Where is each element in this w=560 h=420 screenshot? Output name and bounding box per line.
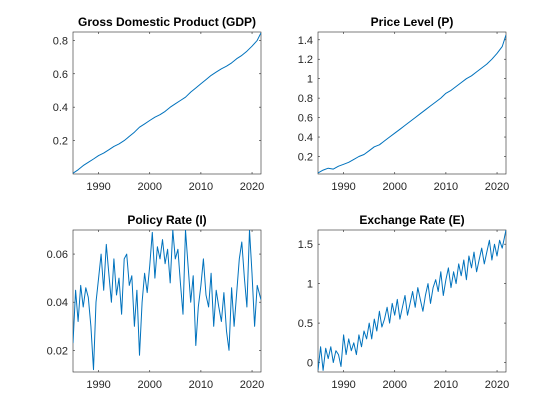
axes-box — [317, 229, 507, 373]
x-tick-label: 2020 — [485, 379, 509, 391]
x-tick-label: 1990 — [86, 379, 110, 391]
x-tick-label: 1990 — [331, 181, 355, 193]
y-tick-label: 1.4 — [298, 35, 313, 47]
series-line — [73, 230, 261, 371]
x-tick-label: 2000 — [137, 181, 161, 193]
y-tick-label: 1 — [307, 74, 313, 86]
chart-title: Price Level (P) — [371, 15, 454, 29]
series-line — [318, 34, 506, 174]
x-tick-label: 2010 — [189, 181, 213, 193]
axes-box — [317, 31, 507, 175]
y-tick-label: 0.8 — [53, 35, 68, 47]
y-tick-label: 0.2 — [298, 151, 313, 163]
y-tick-label: 0.6 — [298, 113, 313, 125]
chart-title: Policy Rate (I) — [127, 213, 206, 227]
y-tick-label: 0.8 — [298, 93, 313, 105]
y-tick-label: 0.4 — [298, 132, 313, 144]
subplot-2: 1990 2000 2010 2020 0.2 0.4 0.6 0.8 1 1.2 1.4 Price… — [298, 15, 510, 193]
x-tick-label: 1990 — [86, 181, 110, 193]
x-tick-label: 2010 — [434, 181, 458, 193]
subplot-1: 1990 2000 2010 2020 0.2 0.4 0.6 0.8 Gross Domest… — [53, 15, 265, 193]
x-tick-label: 2020 — [240, 181, 264, 193]
y-tick-label: 1.2 — [298, 54, 313, 66]
y-tick-label: 0.5 — [298, 318, 313, 330]
y-tick-label: 0.6 — [53, 69, 68, 81]
x-tick-label: 1990 — [331, 379, 355, 391]
chart-title: Exchange Rate (E) — [359, 213, 464, 227]
series-line — [318, 230, 506, 371]
x-tick-label: 2020 — [485, 181, 509, 193]
y-tick-label: 0.04 — [47, 297, 68, 309]
subplot-4: 1990 2000 2010 2020 0 0.5 1 1.5 Exchange Rate (E… — [298, 213, 510, 391]
series-line — [73, 32, 261, 174]
y-tick-label: 1 — [307, 279, 313, 291]
x-tick-label: 2000 — [382, 379, 406, 391]
y-tick-label: 0.06 — [47, 249, 68, 261]
x-tick-label: 2010 — [189, 379, 213, 391]
y-tick-label: 0.02 — [47, 345, 68, 357]
x-tick-label: 2000 — [382, 181, 406, 193]
y-tick-label: 0.4 — [53, 102, 68, 114]
axes-box — [72, 31, 262, 175]
y-tick-label: 0 — [307, 358, 313, 370]
x-tick-label: 2020 — [240, 379, 264, 391]
subplot-3: 1990 2000 2010 2020 0.02 0.04 0.06 Policy Rate … — [47, 213, 265, 391]
chart-title: Gross Domestic Product (GDP) — [78, 15, 256, 29]
y-tick-label: 0.2 — [53, 136, 68, 148]
x-tick-label: 2010 — [434, 379, 458, 391]
y-tick-label: 1.5 — [298, 239, 313, 251]
x-tick-label: 2000 — [137, 379, 161, 391]
